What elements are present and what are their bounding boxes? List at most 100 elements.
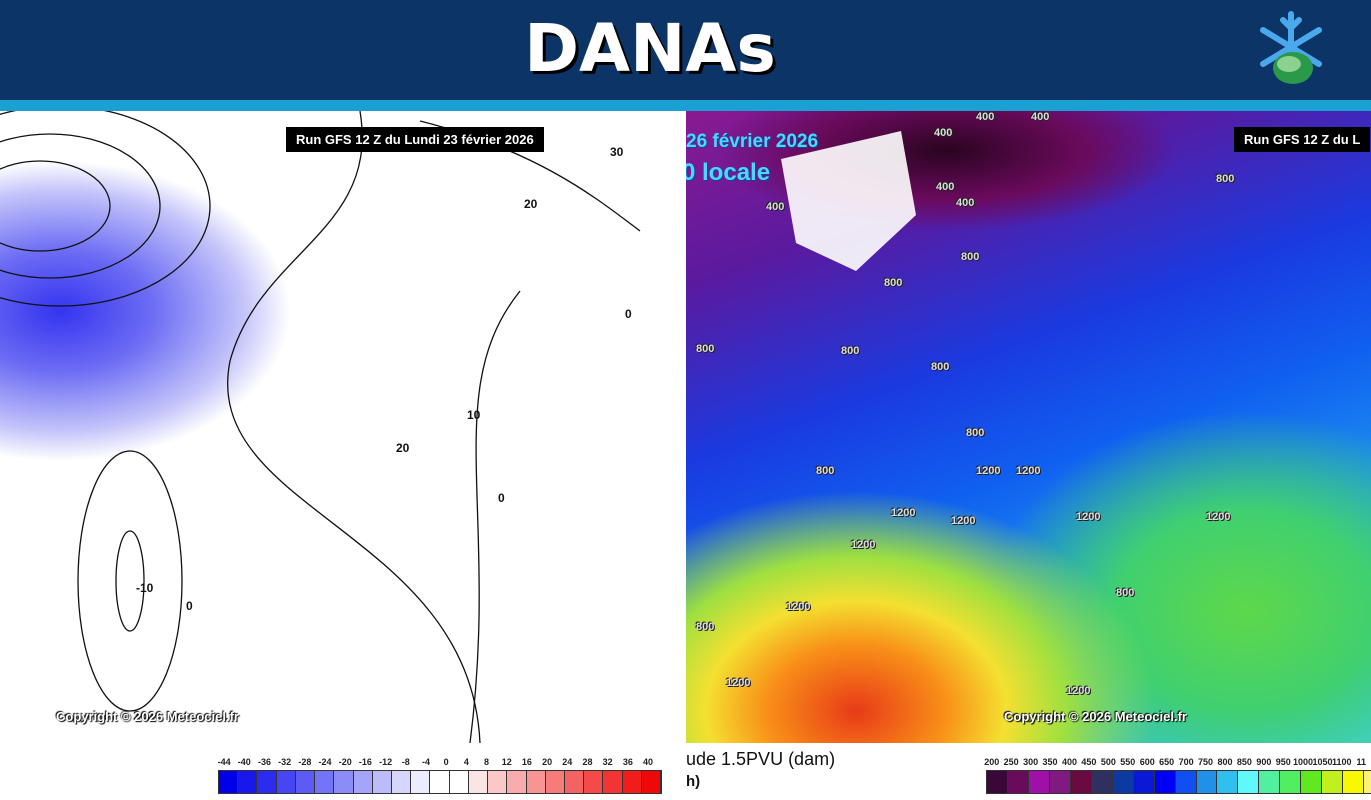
contour-lines [0,111,641,743]
contour-label: 20 [524,197,538,211]
legend-label: 650 [1159,757,1175,767]
legend-label: 450 [1081,757,1097,767]
legend-label: 1100 [1332,757,1352,767]
legend-swatch [468,771,489,793]
contour-label: 400 [934,127,953,139]
legend-swatch [1049,771,1071,793]
legend-swatch [334,771,354,793]
legend-swatch [987,771,1008,793]
legend-swatch [526,771,546,793]
legend-swatch [603,771,623,793]
legend-label: -40 [237,757,251,767]
contour-label: 0 [625,307,632,321]
legend-swatch [1343,771,1365,793]
legend-label: -16 [358,757,372,767]
legend-swatch [1280,771,1302,793]
legend-swatch [641,771,662,793]
legend-label: 20 [542,757,553,767]
legend-swatch [1238,771,1260,793]
temperature-legend-labels: -44 -40 -36 -32 -28 -24 -20 -16 -12 -8 -4 0 4 8 12 16 20… [214,757,662,767]
legend-swatch [1070,771,1092,793]
legend-swatch [545,771,565,793]
legend-label: -44 [217,757,231,767]
run-label: Run GFS 12 Z du Lundi 23 février 2026 [286,127,544,152]
contour-label: 0 [186,599,193,613]
legend-swatch [622,771,642,793]
legend-swatch [238,771,258,793]
legend-label: 12 [501,757,512,767]
contour-label: -10 [136,581,154,595]
legend-label: 550 [1120,757,1136,767]
legend-label: 750 [1198,757,1214,767]
legend-label: 1050 [1312,757,1333,767]
legend-label: 4 [463,757,469,767]
legend-label: 200 [984,757,1000,767]
contour-label: 1200 [951,515,976,527]
legend-label: 950 [1275,757,1291,767]
contour-label: 800 [816,465,835,477]
legend-label: 250 [1003,757,1019,767]
legend-label: 0 [443,757,449,767]
contour-label: 1200 [1016,465,1041,477]
legend-swatch [488,771,508,793]
legend-label: 28 [582,757,593,767]
legend-swatch [1364,771,1371,793]
legend-label: -4 [421,757,430,767]
legend-swatch [1112,771,1134,793]
legend-label: 600 [1139,757,1155,767]
contour-label: 1200 [851,539,876,551]
legend-label: 800 [1217,757,1233,767]
legend-label: -24 [318,757,332,767]
legend-label: -8 [401,757,410,767]
contour-label: 1200 [726,677,751,689]
contour-label: 400 [766,201,785,213]
copyright: Copyright © 2026 Meteociel.fr [56,709,239,724]
contour-label: 30 [610,145,624,159]
pvu-height-map: 26 février 2026 0 locale Run GFS 12 Z du… [686,111,1371,743]
contour-label: 800 [1216,173,1235,185]
legend-label: -12 [379,757,393,767]
contour-label: 800 [1116,587,1135,599]
legend-label: 400 [1061,757,1077,767]
legend-swatch [372,771,392,793]
run-label: Run GFS 12 Z du L [1234,127,1371,152]
temperature-legend-bar [218,770,662,794]
legend-label: 16 [521,757,532,767]
legend-label: 1000 [1293,757,1314,767]
legend-label: 900 [1256,757,1272,767]
legend-label: 8 [484,757,490,767]
legend-label: -20 [338,757,352,767]
legend-swatch [1259,771,1281,793]
legend-label: 850 [1236,757,1252,767]
legend-swatch [507,771,527,793]
legend-label: 350 [1042,757,1058,767]
legend-swatch [1154,771,1176,793]
legend-swatch [564,771,585,793]
page-title: DANAs [524,10,776,87]
legend-swatch [1091,771,1113,793]
contour-label: 1200 [891,507,916,519]
height-legend-labels: 200 250 300 350 400 450 500 550 600 650 700 750 800 8… [982,757,1371,767]
legend-swatch [1196,771,1218,793]
contour-label: 800 [696,343,715,355]
header-banner: DANAs [0,0,1371,100]
legend-swatch [430,771,450,793]
legend-swatch [391,771,412,793]
contour-label: 400 [936,181,955,193]
legend-swatch [315,771,335,793]
temperature-map: Run GFS 12 Z du Lundi 23 février 2026 30… [0,111,686,743]
legend-swatch [1322,771,1344,793]
legend-label: 36 [622,757,633,767]
contour-label: 400 [1031,111,1050,123]
legend-label: 700 [1178,757,1194,767]
legend-label: 500 [1100,757,1116,767]
legend-swatch [1217,771,1239,793]
map-caption-units: h) [686,773,701,790]
legend-swatch [411,771,431,793]
contour-label: 0 [498,491,505,505]
contour-label: 10 [467,408,481,422]
contour-label: 800 [841,345,860,357]
legend-swatch [276,771,296,793]
contour-label: 20 [396,441,410,455]
contour-label: 800 [961,251,980,263]
